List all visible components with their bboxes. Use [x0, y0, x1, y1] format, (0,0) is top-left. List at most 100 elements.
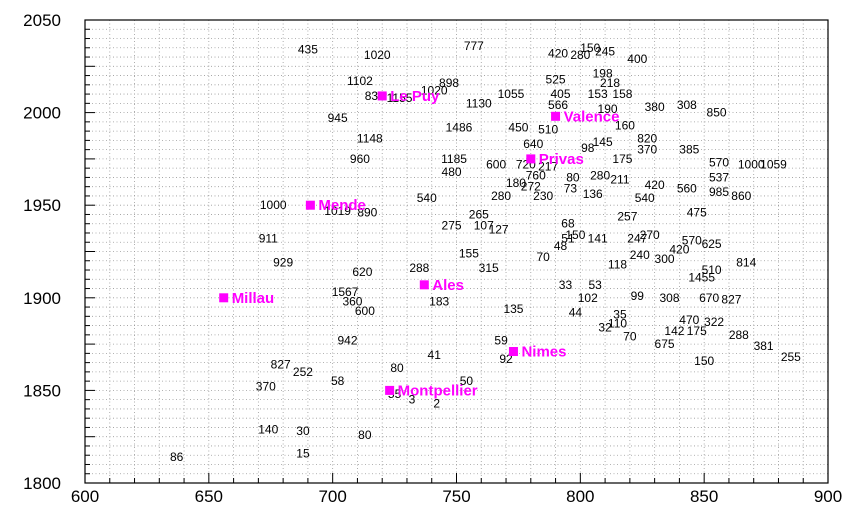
- point-label: 160: [615, 119, 635, 133]
- point-label: 540: [417, 191, 437, 205]
- point-label: 110: [608, 317, 627, 331]
- point-label: 777: [464, 39, 484, 53]
- point-label: 70: [623, 330, 637, 344]
- point-label: 1455: [688, 270, 715, 284]
- point-label: 175: [612, 152, 632, 166]
- point-label: 140: [258, 422, 278, 436]
- point-label: 827: [271, 357, 291, 371]
- point-label: 525: [546, 72, 566, 86]
- point-label: 190: [598, 102, 618, 116]
- city-label: Le Puy: [390, 88, 440, 105]
- point-label: 217: [538, 159, 558, 173]
- point-label: 50: [460, 374, 474, 388]
- city-marker: [377, 91, 387, 101]
- point-label: 1059: [760, 157, 787, 171]
- point-label: 890: [357, 206, 377, 220]
- point-label: 850: [707, 106, 727, 120]
- point-label: 600: [355, 304, 375, 318]
- point-label: 1102: [347, 74, 373, 88]
- point-label: 760: [526, 169, 546, 183]
- point-label: 58: [331, 374, 345, 388]
- point-label: 360: [342, 295, 362, 309]
- point-label: 86: [170, 450, 184, 464]
- point-label: 280: [590, 169, 610, 183]
- point-label: 570: [709, 156, 729, 170]
- axis-ticks: 600 650 700 750 800 850 900 1800 1850 1900 1950 200…: [23, 11, 842, 506]
- point-label: 1567: [332, 285, 359, 299]
- point-label: 80: [566, 170, 580, 184]
- city-label: Montpellier: [398, 382, 478, 399]
- point-label: 566: [548, 98, 568, 112]
- point-label: 245: [595, 44, 615, 58]
- point-label: 136: [583, 187, 603, 201]
- point-label: 175: [687, 324, 707, 338]
- point-label: 625: [702, 237, 722, 251]
- y-tick-label: 1950: [23, 196, 61, 215]
- point-label: 370: [637, 143, 657, 157]
- x-tick-label: 800: [566, 487, 594, 506]
- point-label: 255: [781, 350, 801, 364]
- point-label: 118: [608, 257, 627, 271]
- point-label: 860: [731, 189, 751, 203]
- point-label: 44: [569, 306, 583, 320]
- point-label: 240: [630, 248, 650, 262]
- point-label: 80: [358, 428, 372, 442]
- point-label: 450: [508, 120, 528, 134]
- point-label: 435: [298, 43, 318, 57]
- point-label: 315: [479, 261, 499, 275]
- city-marker: [219, 293, 229, 303]
- point-label: 275: [442, 219, 462, 233]
- city-label: Nimes: [521, 344, 566, 361]
- point-label: 288: [409, 261, 429, 275]
- point-label: 985: [709, 185, 729, 199]
- city-marker: [305, 200, 315, 210]
- point-label: 570: [682, 233, 702, 247]
- point-label: 265: [469, 207, 489, 221]
- point-label: 475: [687, 206, 707, 220]
- point-label: 2: [433, 396, 440, 410]
- point-label: 510: [538, 122, 558, 136]
- x-tick-label: 650: [195, 487, 223, 506]
- point-label: 560: [677, 182, 697, 196]
- city-label: Ales: [432, 277, 464, 294]
- city-marker: [526, 154, 536, 164]
- point-label: 1185: [441, 152, 467, 166]
- point-label: 252: [293, 365, 313, 379]
- point-label: 59: [494, 333, 508, 347]
- y-tick-label: 1800: [23, 474, 61, 493]
- point-label: 510: [702, 263, 722, 277]
- point-label: 945: [328, 111, 348, 125]
- point-label: 911: [259, 232, 278, 246]
- point-label: 814: [736, 256, 756, 270]
- city-marker: [419, 280, 429, 290]
- point-label: 270: [640, 228, 660, 242]
- point-label: 370: [256, 380, 276, 394]
- city-label: Valence: [564, 108, 620, 125]
- point-label: 99: [631, 289, 645, 303]
- point-label: 80: [390, 361, 404, 375]
- point-label: 300: [655, 252, 675, 266]
- point-label: 135: [503, 302, 523, 316]
- point-label: 218: [600, 76, 620, 90]
- point-label: 41: [428, 348, 442, 362]
- point-label: 670: [699, 291, 719, 305]
- x-tick-label: 750: [442, 487, 470, 506]
- point-label: 153: [588, 87, 608, 101]
- point-label: 68: [561, 217, 575, 231]
- point-label: 183: [429, 295, 449, 309]
- point-label: 32: [598, 320, 612, 334]
- point-label: 420: [645, 178, 665, 192]
- point-label: 3: [409, 393, 416, 407]
- point-label: 470: [679, 313, 699, 327]
- city-label: Millau: [232, 290, 275, 307]
- point-label: 257: [617, 209, 637, 223]
- point-label: 1155: [387, 91, 413, 105]
- point-label: 98: [581, 141, 595, 155]
- point-label: 1000: [738, 157, 765, 171]
- point-label: 158: [612, 87, 632, 101]
- y-tick-label: 2050: [23, 11, 61, 30]
- point-label: 308: [677, 98, 697, 112]
- y-tick-label: 1900: [23, 289, 61, 308]
